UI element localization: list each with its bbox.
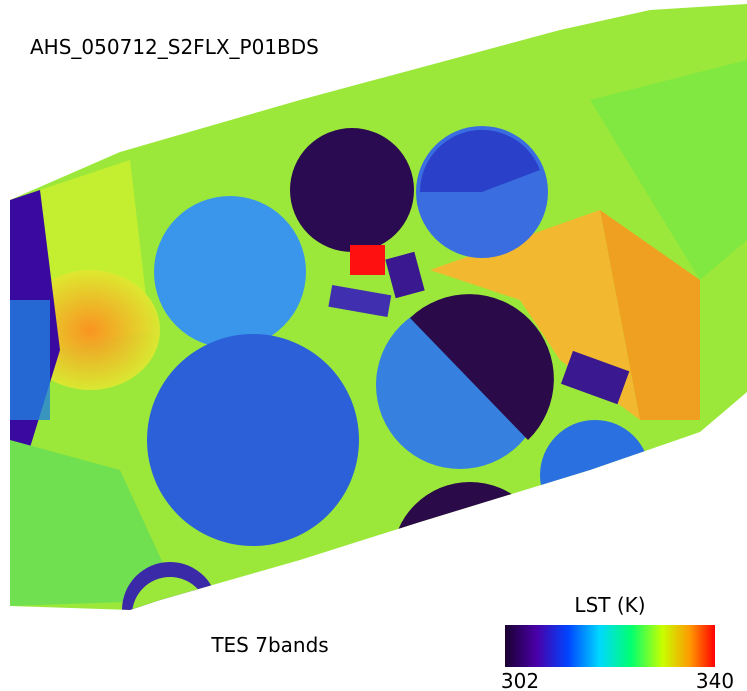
colorbar (505, 625, 715, 667)
colorbar-max: 340 (696, 669, 734, 691)
colorbar-title: LST (K) (574, 593, 645, 617)
colorbar-min: 302 (501, 669, 539, 691)
method-label: TES 7bands (210, 633, 328, 657)
image-title: AHS_050712_S2FLX_P01BDS (30, 35, 319, 59)
